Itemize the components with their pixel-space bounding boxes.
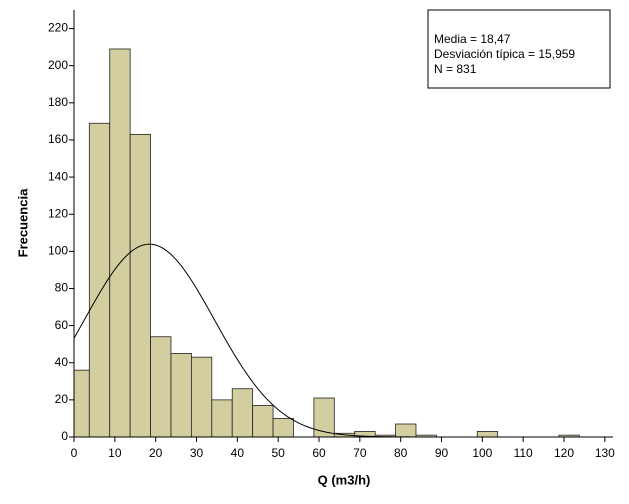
x-tick-label: 50 bbox=[271, 446, 285, 460]
stats-box bbox=[427, 9, 611, 89]
x-tick-label: 60 bbox=[312, 446, 326, 460]
stats-text: Media = 18,47 bbox=[434, 32, 511, 46]
bar bbox=[109, 48, 131, 438]
x-tick-label: 30 bbox=[190, 446, 204, 460]
bar bbox=[211, 399, 233, 438]
y-tick-label: 0 bbox=[61, 429, 68, 443]
bar bbox=[252, 405, 274, 438]
bar bbox=[170, 353, 192, 438]
bar bbox=[73, 369, 90, 438]
bar bbox=[88, 122, 111, 438]
bar bbox=[313, 397, 335, 438]
x-tick-label: 70 bbox=[353, 446, 367, 460]
bar bbox=[476, 431, 499, 438]
y-tick-label: 20 bbox=[55, 392, 69, 406]
x-tick-label: 90 bbox=[435, 446, 449, 460]
x-axis-title: Q (m3/h) bbox=[318, 472, 371, 487]
bar bbox=[129, 133, 151, 438]
bar bbox=[150, 336, 172, 438]
stats-text: N = 831 bbox=[434, 62, 477, 76]
x-tick-label: 80 bbox=[394, 446, 408, 460]
bar bbox=[272, 418, 294, 438]
y-tick-label: 40 bbox=[55, 355, 69, 369]
y-axis-title: Frecuencia bbox=[15, 188, 30, 257]
y-tick-label: 220 bbox=[48, 21, 68, 35]
x-tick-label: 10 bbox=[108, 446, 122, 460]
x-tick-label: 130 bbox=[595, 446, 615, 460]
stats-text: Desviación típica = 15,959 bbox=[434, 47, 575, 61]
x-tick-label: 0 bbox=[71, 446, 78, 460]
y-tick-label: 140 bbox=[48, 169, 68, 183]
bar bbox=[190, 356, 213, 438]
y-tick-label: 160 bbox=[48, 132, 68, 146]
y-tick-label: 80 bbox=[55, 281, 69, 295]
x-tick-label: 120 bbox=[554, 446, 574, 460]
y-tick-label: 200 bbox=[48, 58, 68, 72]
x-tick-label: 40 bbox=[231, 446, 245, 460]
bar bbox=[231, 388, 254, 438]
y-tick-label: 180 bbox=[48, 95, 68, 109]
x-tick-label: 110 bbox=[514, 446, 533, 460]
y-tick-label: 60 bbox=[55, 318, 69, 332]
y-tick-label: 100 bbox=[48, 244, 68, 258]
x-tick-label: 100 bbox=[472, 446, 492, 460]
x-tick-label: 20 bbox=[149, 446, 163, 460]
bar bbox=[395, 423, 417, 438]
y-tick-label: 120 bbox=[48, 206, 68, 220]
